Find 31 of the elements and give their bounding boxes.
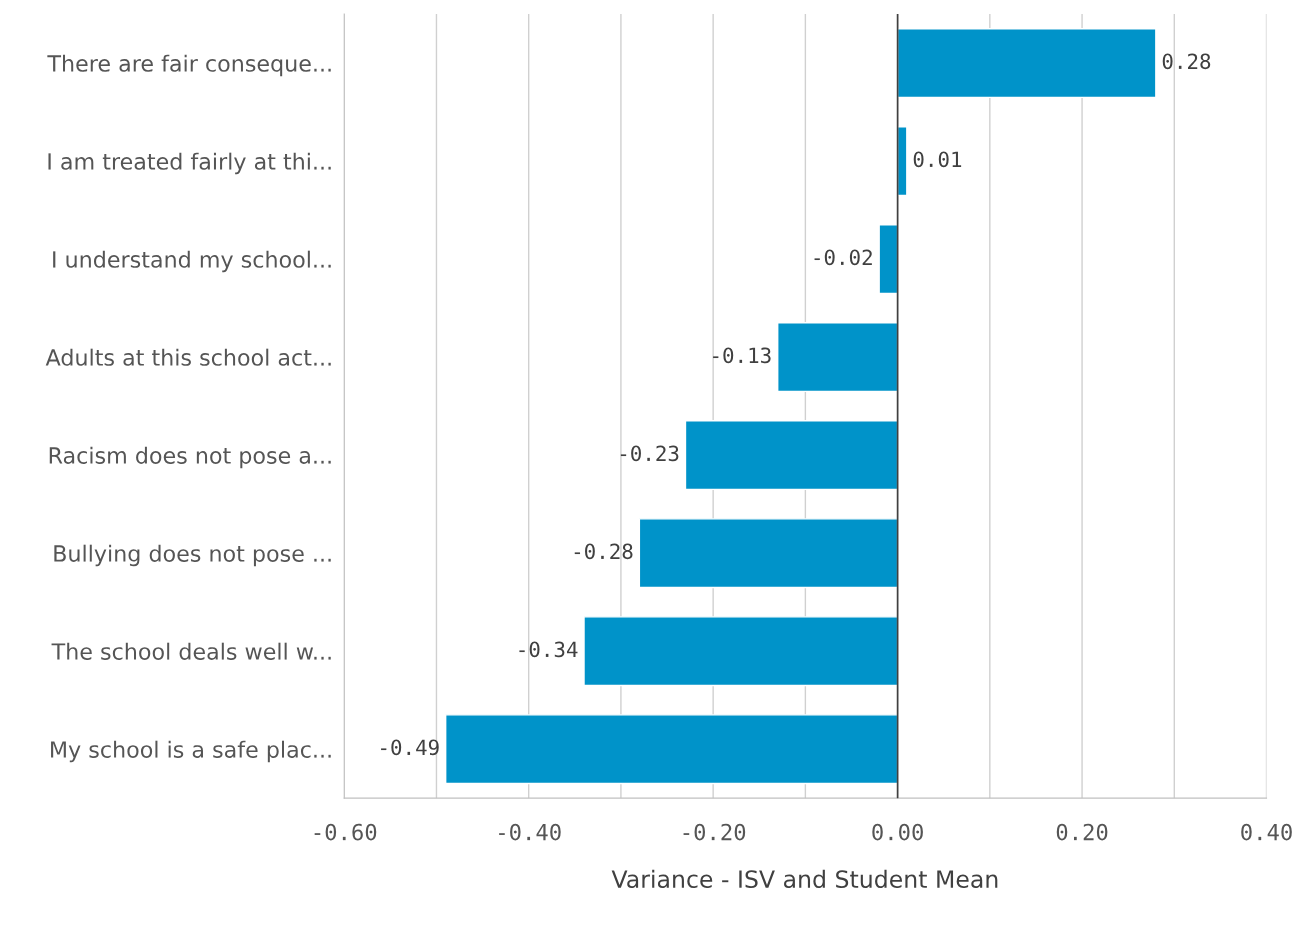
- y-tick-label: Racism does not pose a...: [49, 446, 331, 469]
- data-label: 0.28: [1162, 53, 1211, 70]
- bar: [444, 714, 899, 785]
- x-tick-label: 0.00: [872, 823, 923, 841]
- data-label: -0.49: [381, 739, 439, 756]
- y-tick-label: I understand my school...: [53, 250, 331, 273]
- x-tick-label: -0.60: [314, 823, 377, 841]
- y-tick-label: My school is a safe plac...: [51, 740, 331, 763]
- x-tick-label: 0.20: [1056, 823, 1108, 841]
- data-label: -0.02: [814, 249, 872, 266]
- bar: [896, 126, 908, 197]
- data-label: -0.13: [713, 347, 771, 364]
- bar: [896, 28, 1157, 99]
- x-axis-title: Variance - ISV and Student Mean: [611, 869, 998, 889]
- x-tick-label: 0.40: [1241, 823, 1292, 841]
- data-label: -0.34: [519, 641, 578, 658]
- y-tick-label: The school deals well w...: [51, 642, 331, 660]
- bar: [684, 420, 899, 491]
- data-label: -0.28: [574, 543, 633, 560]
- bar: [583, 616, 899, 687]
- data-label: -0.23: [620, 445, 679, 462]
- x-tick-label: -0.40: [499, 823, 561, 841]
- data-label: 0.01: [913, 151, 962, 168]
- bar: [777, 322, 899, 393]
- y-tick-label: There are fair conseque...: [47, 54, 331, 77]
- y-tick-label: Bullying does not pose ...: [54, 544, 331, 567]
- bar: [878, 224, 899, 295]
- y-tick-label: I am treated fairly at thi...: [48, 152, 331, 175]
- y-tick-label: Adults at this school act...: [45, 348, 331, 366]
- x-tick-label: -0.20: [683, 823, 746, 841]
- bar: [638, 518, 899, 589]
